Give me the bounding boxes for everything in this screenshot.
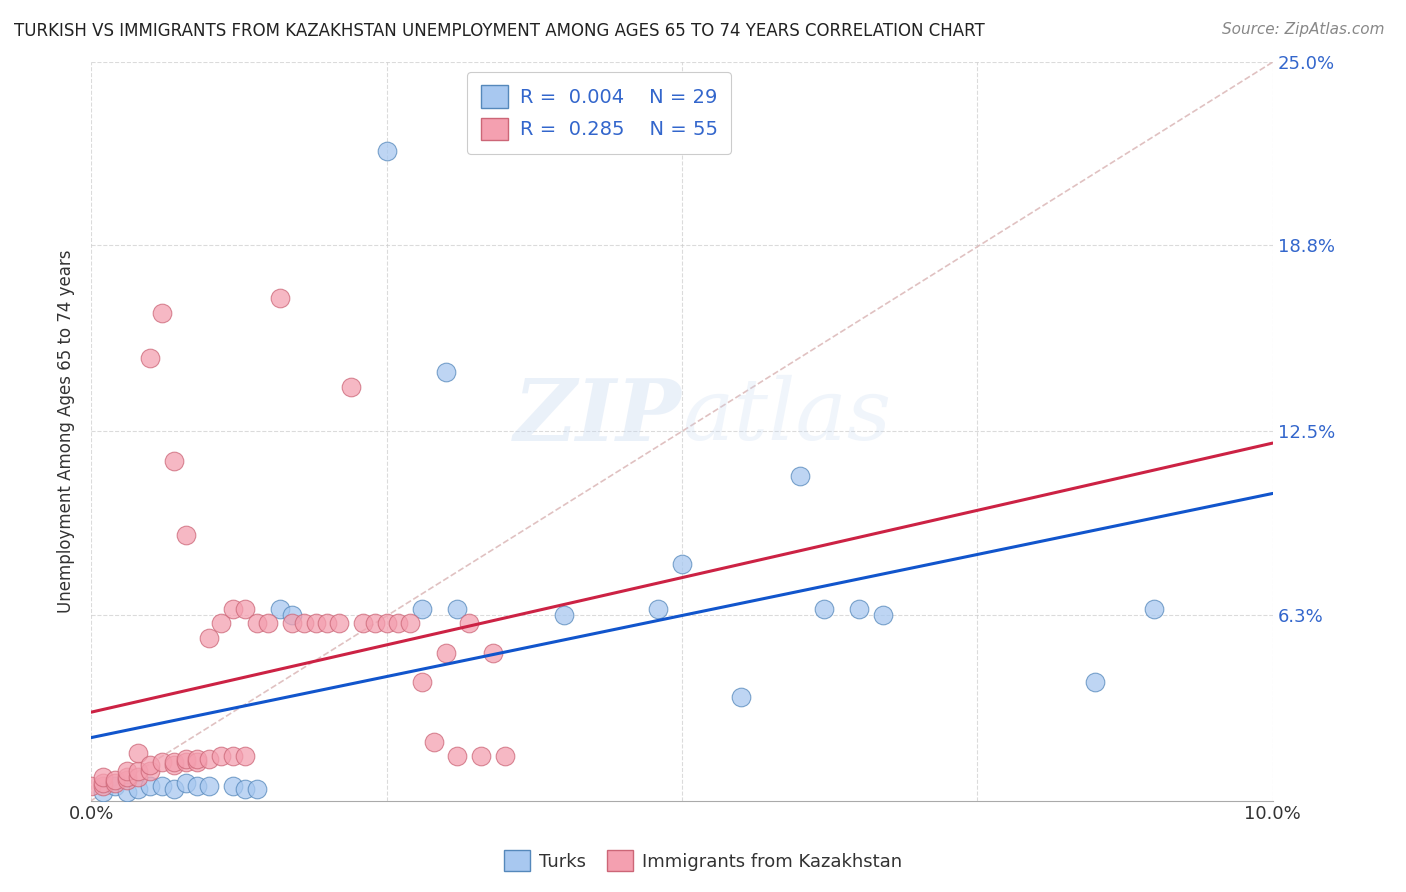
Point [186, 756, 208, 770]
Point [163, 758, 186, 772]
Point [423, 734, 446, 748]
Point [434, 646, 457, 660]
Point [245, 781, 267, 796]
Point [375, 144, 398, 158]
Point [494, 749, 516, 764]
Point [446, 601, 468, 615]
Point [458, 616, 481, 631]
Point [434, 365, 457, 379]
Text: Source: ZipAtlas.com: Source: ZipAtlas.com [1222, 22, 1385, 37]
Point [139, 764, 162, 778]
Legend: Turks, Immigrants from Kazakhstan: Turks, Immigrants from Kazakhstan [498, 843, 908, 879]
Point [91, 770, 114, 784]
Point [186, 779, 208, 793]
Point [340, 380, 363, 394]
Point [281, 616, 304, 631]
Point [174, 756, 197, 770]
Point [91, 785, 114, 799]
Point [872, 607, 894, 622]
Point [316, 616, 339, 631]
Text: atlas: atlas [682, 376, 891, 458]
Point [198, 779, 221, 793]
Point [233, 781, 256, 796]
Point [328, 616, 350, 631]
Point [139, 351, 162, 365]
Point [411, 675, 433, 690]
Point [269, 292, 291, 306]
Point [150, 306, 173, 320]
Point [730, 690, 752, 705]
Point [127, 764, 149, 778]
Point [470, 749, 492, 764]
Point [104, 772, 127, 787]
Point [174, 528, 197, 542]
Point [482, 646, 505, 660]
Point [186, 752, 208, 766]
Point [813, 601, 835, 615]
Point [150, 756, 173, 770]
Point [209, 616, 232, 631]
Text: TURKISH VS IMMIGRANTS FROM KAZAKHSTAN UNEMPLOYMENT AMONG AGES 65 TO 74 YEARS COR: TURKISH VS IMMIGRANTS FROM KAZAKHSTAN UN… [14, 22, 984, 40]
Point [245, 616, 267, 631]
Point [222, 779, 245, 793]
Text: ZIP: ZIP [515, 375, 682, 458]
Point [446, 749, 468, 764]
Point [1084, 675, 1107, 690]
Point [115, 770, 138, 784]
Point [257, 616, 280, 631]
Point [115, 772, 138, 787]
Point [198, 631, 221, 645]
Point [80, 779, 103, 793]
Point [233, 601, 256, 615]
Point [292, 616, 315, 631]
Point [198, 752, 221, 766]
Point [647, 601, 669, 615]
Point [269, 601, 291, 615]
Point [789, 468, 811, 483]
Legend: R =  0.004    N = 29, R =  0.285    N = 55: R = 0.004 N = 29, R = 0.285 N = 55 [467, 72, 731, 153]
Point [127, 747, 149, 761]
Point [163, 781, 186, 796]
Point [375, 616, 398, 631]
Point [104, 779, 127, 793]
Point [222, 601, 245, 615]
Point [127, 781, 149, 796]
Point [209, 749, 232, 764]
Point [671, 558, 693, 572]
Point [304, 616, 326, 631]
Point [233, 749, 256, 764]
Point [104, 776, 127, 790]
Point [91, 776, 114, 790]
Point [411, 601, 433, 615]
Point [1143, 601, 1166, 615]
Point [553, 607, 575, 622]
Point [399, 616, 422, 631]
Point [222, 749, 245, 764]
Point [115, 785, 138, 799]
Point [352, 616, 374, 631]
Point [174, 776, 197, 790]
Point [387, 616, 409, 631]
Point [163, 756, 186, 770]
Point [91, 779, 114, 793]
Point [139, 779, 162, 793]
Point [364, 616, 387, 631]
Y-axis label: Unemployment Among Ages 65 to 74 years: Unemployment Among Ages 65 to 74 years [58, 250, 75, 613]
Point [127, 770, 149, 784]
Point [150, 779, 173, 793]
Point [115, 764, 138, 778]
Point [281, 607, 304, 622]
Point [174, 752, 197, 766]
Point [848, 601, 870, 615]
Point [139, 758, 162, 772]
Point [163, 454, 186, 468]
